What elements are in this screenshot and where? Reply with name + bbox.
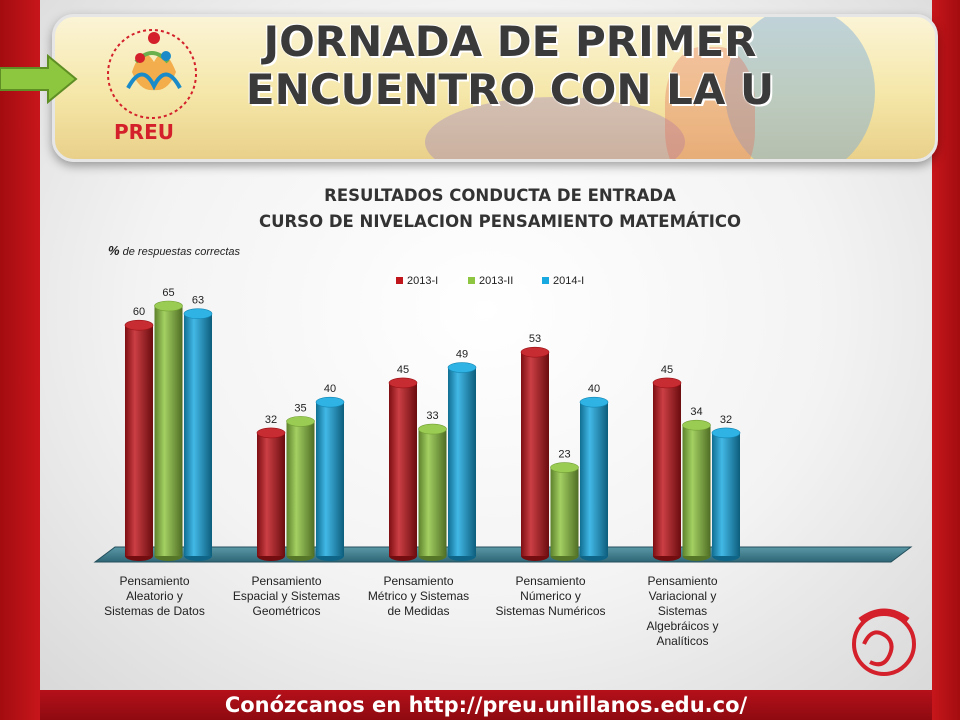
data-label-3-2: 40 [588, 383, 600, 395]
category-label-1: Pensamiento [251, 574, 321, 588]
bar-4-1 [682, 419, 711, 561]
bar-2-1 [418, 423, 447, 561]
category-label-4: Sistemas [658, 604, 707, 618]
bar-3-0 [520, 346, 550, 561]
category-label-2: Pensamiento [383, 574, 453, 588]
bar-0-0 [124, 319, 154, 561]
category-label-2: Métrico y Sistemas [368, 589, 469, 603]
data-label-3-1: 23 [558, 449, 570, 461]
bar-0-1 [154, 300, 183, 561]
page-title-line1: JORNADA DE PRIMER [263, 17, 757, 66]
category-label-3: Númerico y [520, 589, 581, 603]
legend-label: 2014-I [553, 275, 584, 287]
y-axis-note-text: de respuestas correctas [122, 246, 241, 258]
preu-logo-text: PREU [114, 120, 174, 144]
data-label-0-1: 65 [162, 287, 174, 299]
arrow-right-icon [0, 54, 78, 104]
category-label-1: Espacial y Sistemas [233, 589, 340, 603]
y-axis-note: % de respuestas correctas [108, 243, 240, 258]
unillanos-logo [852, 608, 916, 676]
banner-illustration [725, 17, 875, 159]
bar-1-1 [286, 416, 315, 561]
bar-3-1 [550, 462, 579, 561]
chart-title-line1: RESULTADOS CONDUCTA DE ENTRADA [324, 186, 676, 205]
data-label-1-2: 40 [324, 383, 336, 395]
data-label-1-0: 32 [265, 414, 277, 426]
preu-logo [107, 29, 197, 119]
data-label-0-0: 60 [133, 306, 145, 318]
chart-title: RESULTADOS CONDUCTA DE ENTRADA CURSO DE … [120, 183, 880, 235]
category-label-0: Pensamiento [119, 574, 189, 588]
legend-swatch [468, 277, 475, 284]
legend-label: 2013-II [479, 275, 513, 287]
footer-bar: Conózcanos en http://preu.unillanos.edu.… [40, 690, 932, 720]
data-label-2-0: 45 [397, 364, 409, 376]
legend-swatch [542, 277, 549, 284]
category-label-4: Pensamiento [647, 574, 717, 588]
category-label-0: Sistemas de Datos [104, 604, 205, 618]
category-label-4: Algebráicos y [646, 619, 718, 633]
category-label-3: Pensamiento [515, 574, 585, 588]
chart-floor [93, 546, 913, 563]
percent-symbol: % [108, 243, 120, 258]
legend-item-0: 2013-I [396, 275, 438, 287]
data-label-4-0: 45 [661, 364, 673, 376]
chart-title-line2: CURSO DE NIVELACION PENSAMIENTO MATEMÁTI… [258, 212, 742, 231]
banner-illustration [665, 47, 755, 159]
category-label-4: Variacional y [649, 589, 717, 603]
legend-item-1: 2013-II [468, 275, 513, 287]
bar-3-2 [579, 396, 609, 561]
bar-4-2 [711, 427, 741, 561]
footer-link-text[interactable]: Conózcanos en http://preu.unillanos.edu.… [224, 693, 748, 717]
category-label-3: Sistemas Numéricos [495, 604, 605, 618]
data-label-4-1: 34 [690, 406, 702, 418]
category-label-0: Aleatorio y [126, 589, 183, 603]
header-banner [52, 14, 938, 162]
category-label-4: Analíticos [656, 634, 708, 648]
left-red-bar [0, 0, 40, 720]
data-label-2-1: 33 [426, 410, 438, 422]
legend-item-2: 2014-I [542, 275, 584, 287]
bar-2-2 [447, 362, 477, 561]
category-label-1: Geométricos [252, 604, 320, 618]
data-label-3-0: 53 [529, 333, 541, 345]
data-label-4-2: 32 [720, 414, 732, 426]
legend-label: 2013-I [407, 275, 438, 287]
data-label-1-1: 35 [294, 402, 306, 414]
page-title-line2: ENCUENTRO CON LA U [245, 65, 775, 114]
page-title: JORNADA DE PRIMER ENCUENTRO CON LA U [230, 18, 790, 114]
category-label-2: de Medidas [387, 604, 449, 618]
bar-0-2 [183, 308, 213, 561]
legend-swatch [396, 277, 403, 284]
bar-1-0 [256, 427, 286, 561]
bar-4-0 [652, 377, 682, 561]
bar-1-2 [315, 396, 345, 561]
data-label-2-2: 49 [456, 349, 468, 361]
data-label-0-2: 63 [192, 295, 204, 307]
bar-2-0 [388, 377, 418, 561]
